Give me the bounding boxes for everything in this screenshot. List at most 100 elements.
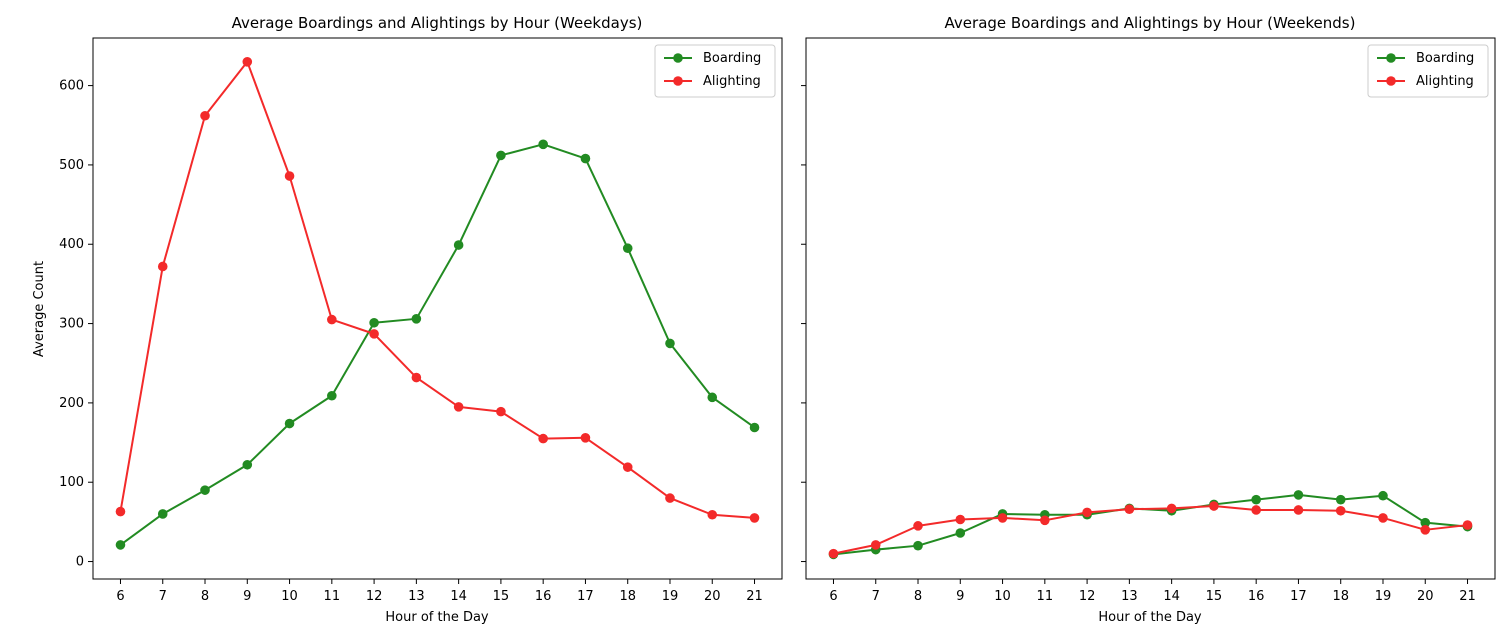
weekday-x-tick-label: 10 (281, 589, 298, 604)
weekday-y-tick-label: 100 (59, 475, 84, 490)
weekday-y-tick-label: 500 (59, 158, 84, 173)
weekend-x-tick-label: 10 (994, 589, 1011, 604)
weekday-legend: Boarding Alighting (654, 44, 776, 98)
weekend-alighting-point (1166, 503, 1177, 514)
weekday-x-tick-label: 16 (535, 589, 552, 604)
weekend-legend: Boarding Alighting (1367, 44, 1489, 98)
weekend-x-tick-label: 11 (1037, 589, 1054, 604)
weekday-series (115, 56, 760, 550)
weekday-y-ticks: 0 100 200 300 400 500 600 (59, 79, 93, 570)
weekday-alighting-point (580, 433, 591, 443)
weekday-y-tick-label: 0 (76, 555, 84, 570)
weekday-legend-alighting-marker (673, 76, 683, 86)
weekend-legend-alighting-marker (1386, 76, 1396, 86)
weekend-plot-frame (805, 37, 1496, 580)
weekday-alighting-point (200, 110, 210, 121)
weekday-boarding-point (115, 540, 126, 550)
weekday-boarding-point (580, 153, 591, 164)
weekday-boarding-point (284, 418, 295, 429)
weekday-chart: Average Boardings and Alightings by Hour… (32, 14, 783, 625)
weekend-boarding-point (1420, 517, 1431, 528)
weekend-x-tick-label: 14 (1163, 589, 1180, 604)
weekday-boarding-point (622, 243, 633, 254)
weekday-plot-frame (92, 37, 783, 580)
weekday-x-tick-label: 12 (366, 589, 383, 604)
weekend-boarding-point (1335, 494, 1346, 505)
weekday-x-tick-label: 17 (577, 589, 594, 604)
weekday-alighting-point (749, 513, 760, 523)
weekday-alighting-point (369, 329, 379, 339)
weekend-alighting-line (832, 505, 1469, 555)
weekday-boarding-point (538, 139, 548, 150)
weekend-x-tick-label: 19 (1375, 589, 1392, 604)
weekday-boarding-point (157, 509, 168, 519)
weekday-alighting-point (115, 506, 126, 517)
weekend-alighting-point (1293, 505, 1304, 515)
weekday-boarding-line (119, 143, 756, 546)
weekend-chart-title: Average Boardings and Alightings by Hour… (945, 14, 1356, 32)
weekend-alighting-point (1251, 505, 1261, 515)
weekend-x-tick-label: 9 (956, 589, 964, 604)
weekend-x-tick-label: 6 (829, 589, 837, 604)
weekday-boarding-point (453, 240, 464, 250)
weekend-alighting-point (1420, 525, 1431, 535)
weekday-alighting-point (327, 314, 337, 325)
weekend-x-tick-label: 7 (872, 589, 880, 604)
weekend-x-tick-label: 16 (1248, 589, 1265, 604)
weekday-alighting-point (538, 433, 548, 444)
weekend-x-tick-label: 12 (1079, 589, 1096, 604)
weekend-boarding-point (1378, 490, 1388, 501)
weekday-boarding-point (369, 317, 379, 328)
weekday-x-ticks: 6 7 8 9 10 11 12 13 14 15 16 17 18 19 20 21 (116, 579, 763, 604)
weekday-alighting-point (453, 402, 464, 412)
weekday-alighting-point (284, 171, 295, 181)
weekday-boarding-point (327, 390, 337, 401)
weekday-x-tick-label: 11 (324, 589, 341, 604)
weekend-boarding-point (1251, 494, 1261, 505)
weekday-boarding-point (496, 150, 506, 161)
weekend-x-axis-label: Hour of the Day (1098, 610, 1202, 625)
weekday-x-tick-label: 21 (746, 589, 763, 604)
weekday-x-axis-label: Hour of the Day (385, 610, 489, 625)
weekend-chart: Average Boardings and Alightings by Hour… (801, 14, 1496, 625)
weekday-boarding-point (707, 392, 718, 403)
weekend-alighting-point (870, 540, 881, 550)
weekday-x-tick-label: 18 (619, 589, 636, 604)
weekend-x-ticks: 6 7 8 9 10 11 12 13 14 15 16 17 18 19 20 21 (829, 579, 1476, 604)
weekday-boarding-point (411, 314, 422, 324)
weekday-boarding-point (749, 422, 760, 433)
weekday-x-tick-label: 19 (662, 589, 679, 604)
weekend-x-tick-label: 15 (1206, 589, 1223, 604)
weekday-legend-boarding-label: Boarding (703, 51, 761, 66)
weekday-alighting-point (622, 462, 633, 472)
weekend-boarding-point (955, 528, 966, 538)
weekday-x-tick-label: 13 (408, 589, 425, 604)
weekday-boarding-point (665, 338, 675, 349)
weekday-boarding-point (242, 459, 253, 470)
weekend-x-tick-label: 8 (914, 589, 922, 604)
weekday-y-tick-label: 600 (59, 79, 84, 94)
weekday-alighting-point (496, 406, 506, 417)
weekend-series (828, 490, 1473, 560)
weekend-x-tick-label: 18 (1332, 589, 1349, 604)
weekday-alighting-point (157, 261, 168, 272)
weekend-alighting-point (1209, 501, 1219, 511)
weekend-alighting-point (1378, 513, 1388, 523)
weekday-x-tick-label: 15 (493, 589, 510, 604)
weekday-x-tick-label: 6 (116, 589, 124, 604)
weekday-alighting-point (665, 493, 675, 503)
weekend-x-tick-label: 20 (1417, 589, 1434, 604)
weekday-y-axis-label: Average Count (32, 261, 47, 357)
weekday-chart-title: Average Boardings and Alightings by Hour… (232, 14, 643, 32)
weekday-alighting-point (411, 372, 422, 383)
weekday-legend-boarding-marker (673, 53, 683, 63)
weekday-alighting-point (707, 509, 718, 520)
weekend-alighting-point (1082, 507, 1092, 518)
weekday-y-tick-label: 200 (59, 396, 84, 411)
weekday-y-tick-label: 400 (59, 237, 84, 252)
weekend-boarding-point (1293, 490, 1304, 500)
weekend-x-tick-label: 21 (1459, 589, 1476, 604)
weekday-alighting-point (242, 56, 253, 67)
weekday-alighting-line (119, 60, 756, 519)
